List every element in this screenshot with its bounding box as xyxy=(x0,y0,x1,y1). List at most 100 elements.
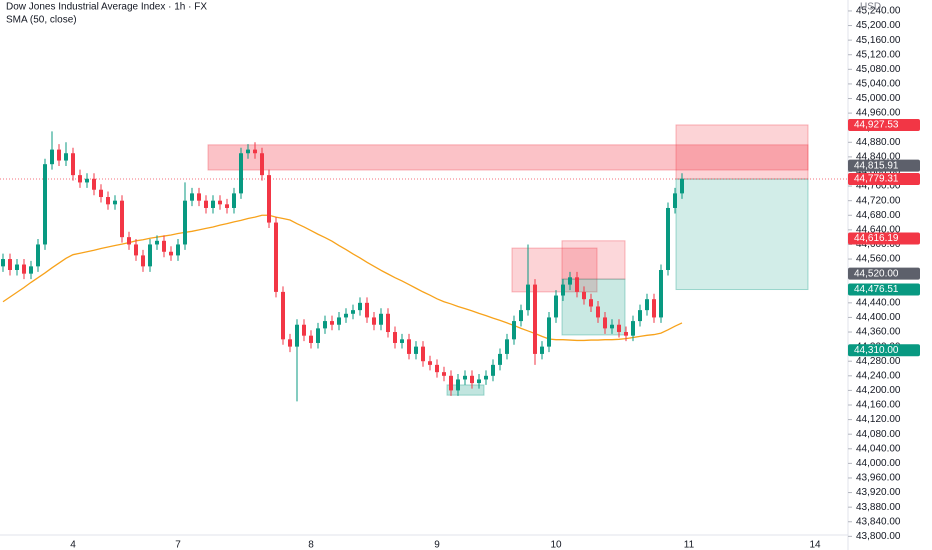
y-tick-label: 44,200.00 xyxy=(856,385,901,396)
zone xyxy=(561,278,626,336)
y-tick-label: 45,160.00 xyxy=(856,35,901,46)
y-tick-label: 45,080.00 xyxy=(856,64,901,75)
price-badge xyxy=(848,159,920,172)
candle-body xyxy=(22,264,26,274)
candle-body xyxy=(267,175,271,223)
candle-body xyxy=(575,277,579,292)
y-tick-label: 43,800.00 xyxy=(856,531,901,542)
candle-body xyxy=(477,379,481,384)
candle-body xyxy=(120,200,124,238)
zone xyxy=(675,124,809,180)
candle-body xyxy=(456,379,460,391)
candle-body xyxy=(540,346,544,354)
candle-body xyxy=(239,153,243,194)
candle-body xyxy=(288,339,292,347)
candle-body xyxy=(596,306,600,318)
candle-body xyxy=(512,321,516,340)
x-tick-label: 9 xyxy=(434,540,440,550)
candle-body xyxy=(386,313,390,333)
candle-body xyxy=(582,291,586,300)
candle-body xyxy=(379,313,383,325)
candle-body xyxy=(638,310,642,322)
candle-body xyxy=(218,200,222,205)
candle-body xyxy=(8,259,12,270)
candle-body xyxy=(295,324,299,347)
candle-body xyxy=(561,284,565,296)
y-tick-label: 43,840.00 xyxy=(856,516,901,527)
currency: USD xyxy=(860,2,881,13)
candle-body xyxy=(204,200,208,208)
candle-body xyxy=(148,244,152,267)
price-badge-label: 44,476.51 xyxy=(854,284,899,295)
y-tick-label: 43,880.00 xyxy=(856,502,901,513)
candle-body xyxy=(71,153,75,176)
candle-body xyxy=(169,251,173,256)
candle-body xyxy=(246,149,250,154)
candle-body xyxy=(92,178,96,190)
candle-body xyxy=(652,299,656,318)
candle-body xyxy=(673,193,677,208)
candle-body xyxy=(428,361,432,365)
candle-body xyxy=(141,255,145,267)
y-tick-label: 45,240.00 xyxy=(856,6,901,17)
candle-body xyxy=(617,324,621,333)
price-badge xyxy=(848,232,920,245)
candle-body xyxy=(414,346,418,354)
y-tick-label: 44,840.00 xyxy=(856,152,901,163)
plot xyxy=(0,131,848,402)
candle-body xyxy=(260,153,264,176)
x-tick-label: 11 xyxy=(684,540,695,550)
candle-body xyxy=(337,317,341,325)
price-badge-label: 44,310.00 xyxy=(854,345,899,356)
y-tick-label: 44,360.00 xyxy=(856,327,901,338)
candle-body xyxy=(211,200,215,208)
candle-body xyxy=(589,299,593,307)
y-tick-label: 45,120.00 xyxy=(856,49,901,60)
price-badge xyxy=(848,173,920,186)
y-tick-label: 43,920.00 xyxy=(856,487,901,498)
price-badge xyxy=(848,283,920,296)
candle-body xyxy=(127,237,131,245)
candle-body xyxy=(64,153,68,161)
candle-body xyxy=(631,321,635,336)
candle-body xyxy=(568,277,572,285)
price-badge-label: 44,815.91 xyxy=(854,160,899,171)
candle-body xyxy=(330,321,334,325)
candle-body xyxy=(624,332,628,336)
candle-body xyxy=(78,175,82,183)
candle-body xyxy=(225,204,229,208)
candle-body xyxy=(505,339,509,354)
zones xyxy=(207,124,809,396)
candle-body xyxy=(358,302,362,311)
candle-body xyxy=(162,240,166,252)
candle-body xyxy=(57,149,61,161)
zone xyxy=(207,144,809,171)
candle-body xyxy=(519,310,523,322)
sma-line xyxy=(2,214,683,342)
candle-body xyxy=(309,335,313,343)
y-tick-label: 44,560.00 xyxy=(856,254,901,265)
candle-body xyxy=(365,302,369,318)
y-tick-label: 44,880.00 xyxy=(856,137,901,148)
candle-body xyxy=(183,200,187,245)
candle-body xyxy=(274,222,278,292)
candle-body xyxy=(113,200,117,205)
candle-body xyxy=(15,264,19,270)
y-tick-label: 44,400.00 xyxy=(856,312,901,323)
price-badge-label: 44,779.31 xyxy=(854,174,899,185)
candle-body xyxy=(36,244,40,267)
candle-body xyxy=(372,317,376,325)
candle-body xyxy=(484,375,488,380)
y-tick-label: 44,240.00 xyxy=(856,370,901,381)
y-tick-label: 44,000.00 xyxy=(856,458,901,469)
candle-body xyxy=(302,324,306,336)
x-tick-label: 7 xyxy=(175,540,181,550)
y-tick-label: 45,000.00 xyxy=(856,93,901,104)
candle-body xyxy=(351,310,355,314)
y-tick-label: 44,640.00 xyxy=(856,225,901,236)
price-badge xyxy=(848,118,920,131)
candle-body xyxy=(344,313,348,318)
